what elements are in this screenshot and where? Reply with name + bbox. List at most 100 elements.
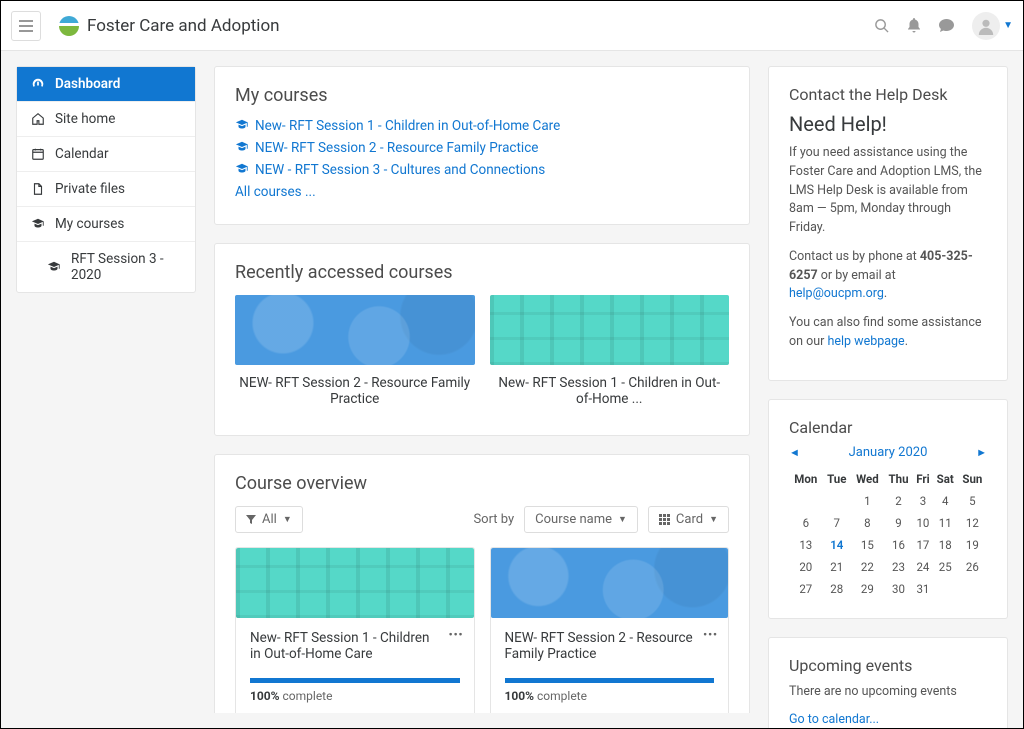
calendar-next-button[interactable]: ► (976, 446, 987, 459)
calendar-day[interactable]: 11 (933, 512, 958, 534)
calendar-dow: Sun (958, 468, 987, 490)
sidebar-item-label: Site home (55, 111, 115, 127)
calendar-day[interactable]: 4 (933, 490, 958, 512)
calendar-day[interactable]: 20 (789, 556, 823, 578)
calendar-day[interactable]: 23 (884, 556, 913, 578)
calendar-day[interactable]: 3 (913, 490, 933, 512)
course-overview-block: Course overview All ▼ Sort by Course nam… (214, 454, 750, 713)
messages-icon[interactable] (939, 19, 954, 33)
calendar-dow: Fri (913, 468, 933, 490)
help-email-link[interactable]: help@oucpm.org (789, 286, 884, 301)
calendar-day (933, 578, 958, 600)
course-thumbnail (490, 295, 730, 365)
progress-bar (505, 678, 715, 683)
calendar-day[interactable]: 15 (851, 534, 884, 556)
help-block: Contact the Help Desk Need Help! If you … (768, 66, 1008, 381)
calendar-day[interactable]: 13 (789, 534, 823, 556)
calendar-day[interactable]: 26 (958, 556, 987, 578)
events-title: Upcoming events (789, 656, 987, 675)
calendar-dow: Thu (884, 468, 913, 490)
calendar-day[interactable]: 1 (851, 490, 884, 512)
course-link[interactable]: New- RFT Session 1 - Children in Out-of-… (235, 118, 729, 134)
filter-dropdown[interactable]: All ▼ (235, 506, 303, 533)
search-icon[interactable] (874, 18, 889, 33)
calendar-day[interactable]: 2 (884, 490, 913, 512)
all-courses-link[interactable]: All courses ... (235, 184, 729, 200)
help-heading: Need Help! (789, 112, 987, 136)
help-text-1: If you need assistance using the Foster … (789, 144, 987, 238)
course-thumbnail (236, 548, 474, 618)
calendar-icon (31, 147, 45, 161)
avatar-icon (972, 12, 1000, 40)
calendar-day[interactable]: 29 (851, 578, 884, 600)
cap-icon (235, 140, 249, 154)
events-block: Upcoming events There are no upcoming ev… (768, 637, 1008, 729)
user-menu[interactable]: ▼ (972, 12, 1013, 40)
course-title: NEW- RFT Session 2 - Resource Family Pra… (235, 365, 475, 417)
calendar-day[interactable]: 8 (851, 512, 884, 534)
calendar-day[interactable]: 22 (851, 556, 884, 578)
calendar-day[interactable]: 18 (933, 534, 958, 556)
course-link[interactable]: NEW- RFT Session 2 - Resource Family Pra… (235, 140, 729, 156)
bell-icon[interactable] (907, 18, 921, 33)
view-dropdown[interactable]: Card ▼ (648, 506, 729, 533)
calendar-dow: Tue (823, 468, 851, 490)
calendar-day[interactable]: 28 (823, 578, 851, 600)
help-text-2: Contact us by phone at 405-325-6257 or b… (789, 248, 987, 304)
calendar-month-link[interactable]: January 2020 (849, 445, 928, 460)
calendar-prev-button[interactable]: ◄ (789, 446, 800, 459)
gauge-icon (31, 77, 45, 91)
course-thumbnail (491, 548, 729, 618)
calendar-day[interactable]: 12 (958, 512, 987, 534)
overview-course-card[interactable]: •••NEW- RFT Session 2 - Resource Family … (490, 547, 730, 713)
calendar-day[interactable]: 31 (913, 578, 933, 600)
calendar-day[interactable]: 21 (823, 556, 851, 578)
sidebar-item-label: RFT Session 3 - 2020 (71, 251, 181, 283)
right-column: Contact the Help Desk Need Help! If you … (768, 66, 1008, 713)
go-to-calendar-link[interactable]: Go to calendar... (789, 712, 879, 727)
my-courses-title: My courses (235, 85, 729, 106)
progress-text: 100% complete (250, 689, 460, 703)
course-menu-button[interactable]: ••• (449, 628, 464, 641)
calendar-day[interactable]: 27 (789, 578, 823, 600)
caret-down-icon: ▼ (1003, 20, 1013, 31)
sidebar-item-site-home[interactable]: Site home (17, 102, 195, 137)
sidebar-item-calendar[interactable]: Calendar (17, 137, 195, 172)
calendar-dow: Wed (851, 468, 884, 490)
calendar-day[interactable]: 10 (913, 512, 933, 534)
calendar-day[interactable]: 25 (933, 556, 958, 578)
calendar-day[interactable]: 5 (958, 490, 987, 512)
calendar-day[interactable]: 17 (913, 534, 933, 556)
calendar-day[interactable]: 7 (823, 512, 851, 534)
course-menu-button[interactable]: ••• (703, 628, 718, 641)
sidebar-item-dashboard[interactable]: Dashboard (17, 67, 195, 102)
calendar-day[interactable]: 16 (884, 534, 913, 556)
sidebar-item-rft-session-3-2020[interactable]: RFT Session 3 - 2020 (17, 242, 195, 292)
sidebar-item-label: Calendar (55, 146, 109, 162)
sort-dropdown[interactable]: Course name▼ (524, 506, 638, 533)
calendar-day[interactable]: 14 (823, 534, 851, 556)
navbar-right: ▼ (874, 12, 1013, 40)
course-link[interactable]: NEW - RFT Session 3 - Cultures and Conne… (235, 162, 729, 178)
sidebar-item-label: Private files (55, 181, 125, 197)
help-webpage-link[interactable]: help webpage (828, 334, 905, 349)
calendar-day[interactable]: 24 (913, 556, 933, 578)
sidebar-item-private-files[interactable]: Private files (17, 172, 195, 207)
help-text-3: You can also find some assistance on our… (789, 314, 987, 352)
calendar-day[interactable]: 30 (884, 578, 913, 600)
calendar-day[interactable]: 19 (958, 534, 987, 556)
calendar-dow: Sat (933, 468, 958, 490)
funnel-icon (246, 515, 256, 525)
calendar-day[interactable]: 6 (789, 512, 823, 534)
sidebar-item-my-courses[interactable]: My courses (17, 207, 195, 242)
brand-logo (59, 16, 79, 36)
calendar-title: Calendar (789, 418, 987, 437)
calendar-day[interactable]: 9 (884, 512, 913, 534)
calendar-day (789, 490, 823, 512)
recent-course-card[interactable]: New- RFT Session 1 - Children in Out-of-… (490, 295, 730, 417)
events-empty-text: There are no upcoming events (789, 683, 987, 702)
recent-course-card[interactable]: NEW- RFT Session 2 - Resource Family Pra… (235, 295, 475, 417)
menu-toggle-button[interactable] (11, 11, 41, 41)
overview-course-card[interactable]: •••New- RFT Session 1 - Children in Out-… (235, 547, 475, 713)
brand-title[interactable]: Foster Care and Adoption (87, 16, 280, 36)
